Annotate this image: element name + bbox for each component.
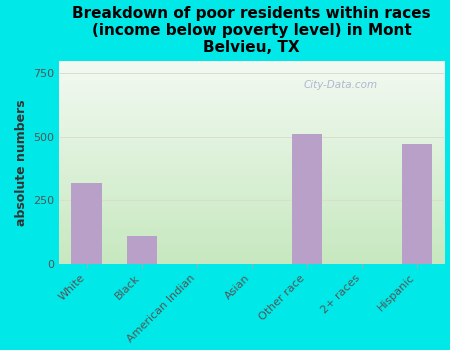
Title: Breakdown of poor residents within races
(income below poverty level) in Mont
Be: Breakdown of poor residents within races… (72, 6, 431, 55)
Y-axis label: absolute numbers: absolute numbers (14, 99, 27, 225)
Bar (292, 134, 322, 264)
Bar (72, 182, 102, 264)
Bar (402, 145, 432, 264)
Bar (126, 236, 157, 264)
Text: City-Data.com: City-Data.com (303, 80, 378, 90)
